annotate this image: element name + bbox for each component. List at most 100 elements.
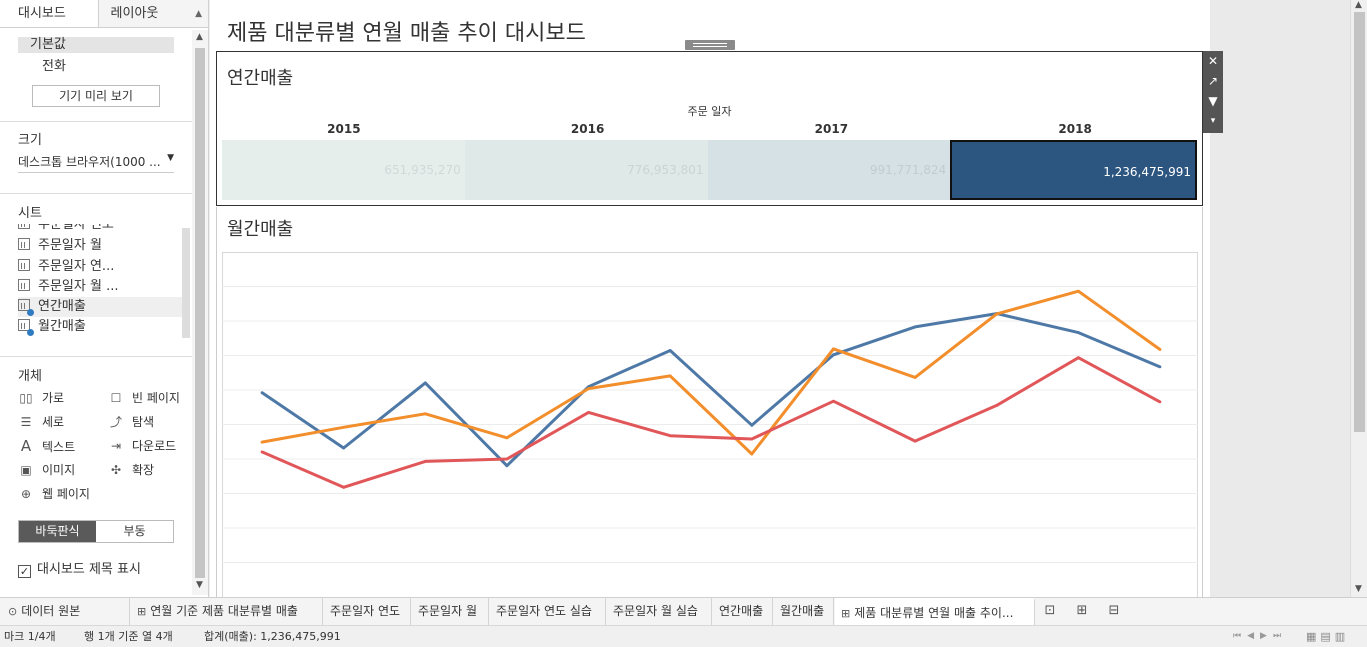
data-point[interactable]	[913, 325, 917, 329]
data-point[interactable]	[587, 411, 590, 414]
tab-layout[interactable]: 레이아웃 ▲	[97, 0, 208, 27]
scroll-up-icon[interactable]: ▲	[196, 32, 203, 42]
object-navigation[interactable]: ⤴ 탐색	[108, 413, 154, 431]
annual-sales-cell[interactable]: 776,953,801	[464, 140, 708, 200]
data-point[interactable]	[832, 399, 835, 403]
data-point[interactable]	[913, 376, 917, 379]
sheet-item[interactable]: 주문일자 연...	[18, 257, 182, 277]
scroll-up-icon[interactable]: ▲	[1355, 0, 1362, 10]
object-extension[interactable]: ✣ 확장	[108, 461, 154, 479]
object-download[interactable]: ⇥ 다운로드	[108, 437, 176, 455]
data-point[interactable]	[260, 391, 264, 394]
filter-icon[interactable]: ▼	[1208, 94, 1218, 108]
data-point[interactable]	[1076, 331, 1080, 334]
data-point[interactable]	[995, 403, 999, 407]
device-default[interactable]: 기본값	[18, 37, 174, 53]
data-point[interactable]	[668, 374, 672, 378]
sheet-item[interactable]: 주문일자 월	[18, 236, 182, 256]
monthly-sales-zone[interactable]: 월간매출	[216, 207, 1203, 597]
floating-mode-button[interactable]: 부동	[123, 524, 146, 538]
data-point[interactable]	[505, 436, 509, 440]
more-options-icon[interactable]: ▾	[1210, 116, 1216, 126]
tab-sheet[interactable]: 주문일자 월 실습	[607, 598, 712, 626]
tab-dashboard[interactable]: 대시보드	[0, 0, 98, 27]
data-point[interactable]	[750, 423, 754, 427]
tiled-mode-button[interactable]: 바둑판식	[19, 521, 96, 542]
sheet-item[interactable]: 연간매출	[18, 297, 182, 317]
scroll-down-icon[interactable]: ▼	[1355, 584, 1362, 594]
data-point[interactable]	[995, 312, 999, 316]
data-point[interactable]	[423, 381, 427, 385]
data-point[interactable]	[1158, 365, 1162, 369]
tab-label: 주문일자 월 실습	[613, 604, 698, 618]
object-horizontal[interactable]: ▯▯ 가로	[18, 389, 64, 407]
data-point[interactable]	[1158, 400, 1162, 404]
data-point[interactable]	[1076, 356, 1080, 360]
object-label: 이미지	[42, 463, 76, 477]
canvas-scrollbar[interactable]: ▲ ▼	[1350, 0, 1367, 597]
tab-sheet[interactable]: ⊞ 연월 기준 제품 대분류별 매출	[131, 598, 323, 626]
scrollbar-thumb[interactable]	[195, 48, 205, 578]
series-line-0[interactable]	[261, 312, 1161, 468]
object-text[interactable]: A 텍스트	[18, 437, 75, 455]
new-dashboard-icon[interactable]: ⊞	[1076, 603, 1088, 618]
tab-active-dashboard[interactable]: ⊞ 제품 대분류별 연월 매출 추이...	[835, 598, 1035, 626]
annual-sales-cell[interactable]: 651,935,270	[222, 140, 465, 200]
data-point[interactable]	[1158, 348, 1162, 351]
sheet-item[interactable]: 주문일자 연도	[18, 224, 182, 235]
series-line-2[interactable]	[261, 356, 1161, 489]
sheet-item[interactable]: 주문일자 월 ...	[18, 277, 182, 297]
data-point[interactable]	[587, 387, 590, 391]
device-preview-button[interactable]: 기기 미리 보기	[32, 85, 160, 107]
data-point[interactable]	[668, 349, 672, 352]
dashboard-tab-icon: ⊞	[841, 607, 851, 620]
data-point[interactable]	[913, 439, 917, 443]
series-line-1[interactable]	[261, 289, 1161, 456]
show-dashboard-title-checkbox[interactable]: ✓ 대시보드 제목 표시	[18, 558, 141, 578]
side-panel-scrollbar[interactable]: ▲ ▼	[192, 30, 208, 595]
data-point[interactable]	[668, 434, 672, 438]
tab-sheet[interactable]: 주문일자 연도	[324, 598, 411, 626]
object-vertical[interactable]: ☰ 세로	[18, 413, 64, 431]
move-handle[interactable]	[685, 40, 735, 50]
object-image[interactable]: ▣ 이미지	[18, 461, 75, 479]
tab-sheet[interactable]: 연간매출	[713, 598, 773, 626]
sum-info: 합계(매출): 1,236,475,991	[204, 630, 341, 643]
monthly-sales-line-chart[interactable]	[222, 252, 1198, 597]
data-point[interactable]	[750, 452, 754, 456]
data-point[interactable]	[260, 440, 264, 444]
data-point[interactable]	[342, 446, 346, 450]
data-point[interactable]	[423, 412, 427, 416]
annual-sales-row: 651,935,270 776,953,801 991,771,824 1,23…	[222, 140, 1197, 200]
tab-sheet[interactable]: 월간매출	[774, 598, 834, 626]
object-blank[interactable]: ☐ 빈 페이지	[108, 389, 180, 407]
sheet-pager-icons[interactable]: ⏮◀▶⏭	[1233, 631, 1288, 641]
tab-data-source[interactable]: ⊙ 데이터 원본	[0, 598, 130, 626]
object-web-page[interactable]: ⊕ 웹 페이지	[18, 485, 90, 503]
new-story-icon[interactable]: ⊟	[1108, 603, 1120, 618]
new-worksheet-icon[interactable]: ⊡	[1044, 603, 1056, 618]
annual-sales-cell-selected[interactable]: 1,236,475,991	[950, 140, 1197, 200]
open-external-icon[interactable]: ↗	[1207, 74, 1219, 88]
data-point[interactable]	[342, 485, 346, 489]
sheet-list-scrollbar[interactable]	[182, 228, 190, 338]
close-icon[interactable]: ✕	[1207, 54, 1219, 68]
scrollbar-thumb[interactable]	[1354, 12, 1365, 432]
device-phone[interactable]: 전화	[42, 59, 66, 74]
data-point[interactable]	[260, 450, 264, 454]
view-mode-icons[interactable]: ▦▤▥	[1306, 630, 1350, 643]
data-point[interactable]	[832, 347, 835, 351]
size-dropdown[interactable]: 데스크톱 브라우저(1000 ... ▼	[18, 153, 174, 173]
data-point[interactable]	[423, 460, 427, 463]
annual-sales-cell[interactable]: 991,771,824	[707, 140, 951, 200]
scroll-down-icon[interactable]: ▼	[196, 580, 203, 590]
sheet-item[interactable]: 월간매출	[18, 317, 182, 337]
data-point[interactable]	[342, 425, 346, 429]
tab-sheet[interactable]: 주문일자 월	[412, 598, 489, 626]
data-point[interactable]	[505, 457, 509, 461]
data-point[interactable]	[750, 437, 754, 441]
data-point[interactable]	[505, 464, 509, 468]
data-point[interactable]	[832, 353, 835, 357]
data-point[interactable]	[1076, 289, 1080, 293]
tab-sheet[interactable]: 주문일자 연도 실습	[490, 598, 606, 626]
